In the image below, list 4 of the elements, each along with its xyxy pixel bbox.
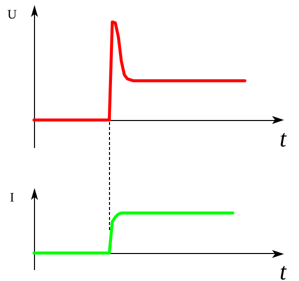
- y-axis-title: U: [7, 6, 18, 22]
- x-axis-title: t: [280, 259, 288, 281]
- y-axis-title: I: [10, 189, 14, 204]
- x-axis-title: t: [280, 126, 288, 152]
